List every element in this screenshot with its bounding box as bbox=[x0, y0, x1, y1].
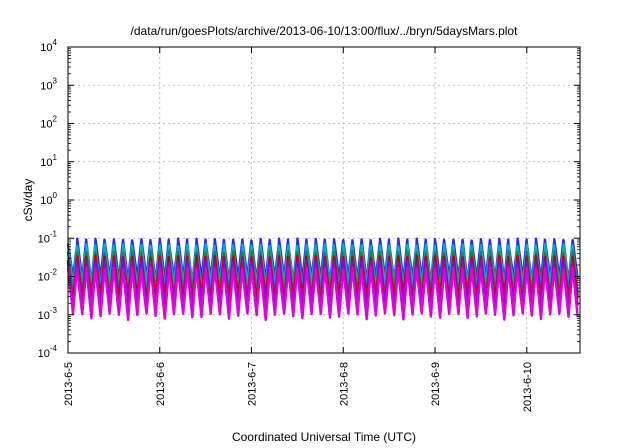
series-group bbox=[66, 237, 579, 322]
x-tick-label: 2013-6-9 bbox=[430, 362, 442, 406]
x-tick-label: 2013-6-6 bbox=[155, 362, 167, 406]
y-tick-label: 10-1 bbox=[38, 229, 58, 245]
y-tick-label: 103 bbox=[40, 76, 57, 92]
y-tick-label: 10-2 bbox=[38, 268, 58, 284]
y-tick-label: 10-4 bbox=[38, 344, 58, 360]
y-tick-label: 102 bbox=[40, 115, 57, 131]
x-axis-label: Coordinated Universal Time (UTC) bbox=[232, 430, 416, 444]
y-axis-label: cSv/day bbox=[21, 179, 35, 222]
y-tick-label: 104 bbox=[40, 38, 57, 54]
y-tick-label: 10-3 bbox=[38, 306, 58, 322]
y-tick-label: 100 bbox=[40, 191, 57, 207]
x-tick-label: 2013-6-5 bbox=[63, 362, 75, 406]
x-tick-label: 2013-6-8 bbox=[338, 362, 350, 406]
chart-title: /data/run/goesPlots/archive/2013-06-10/1… bbox=[131, 24, 519, 38]
x-tick-label: 2013-6-7 bbox=[247, 362, 259, 406]
y-tick-label: 101 bbox=[40, 153, 57, 169]
x-axis: 2013-6-5 2013-6-6 2013-6-7 2013-6-8 2013-6-9… bbox=[63, 47, 534, 412]
series-line bbox=[66, 266, 579, 322]
x-tick-label: 2013-6-10 bbox=[522, 362, 534, 412]
